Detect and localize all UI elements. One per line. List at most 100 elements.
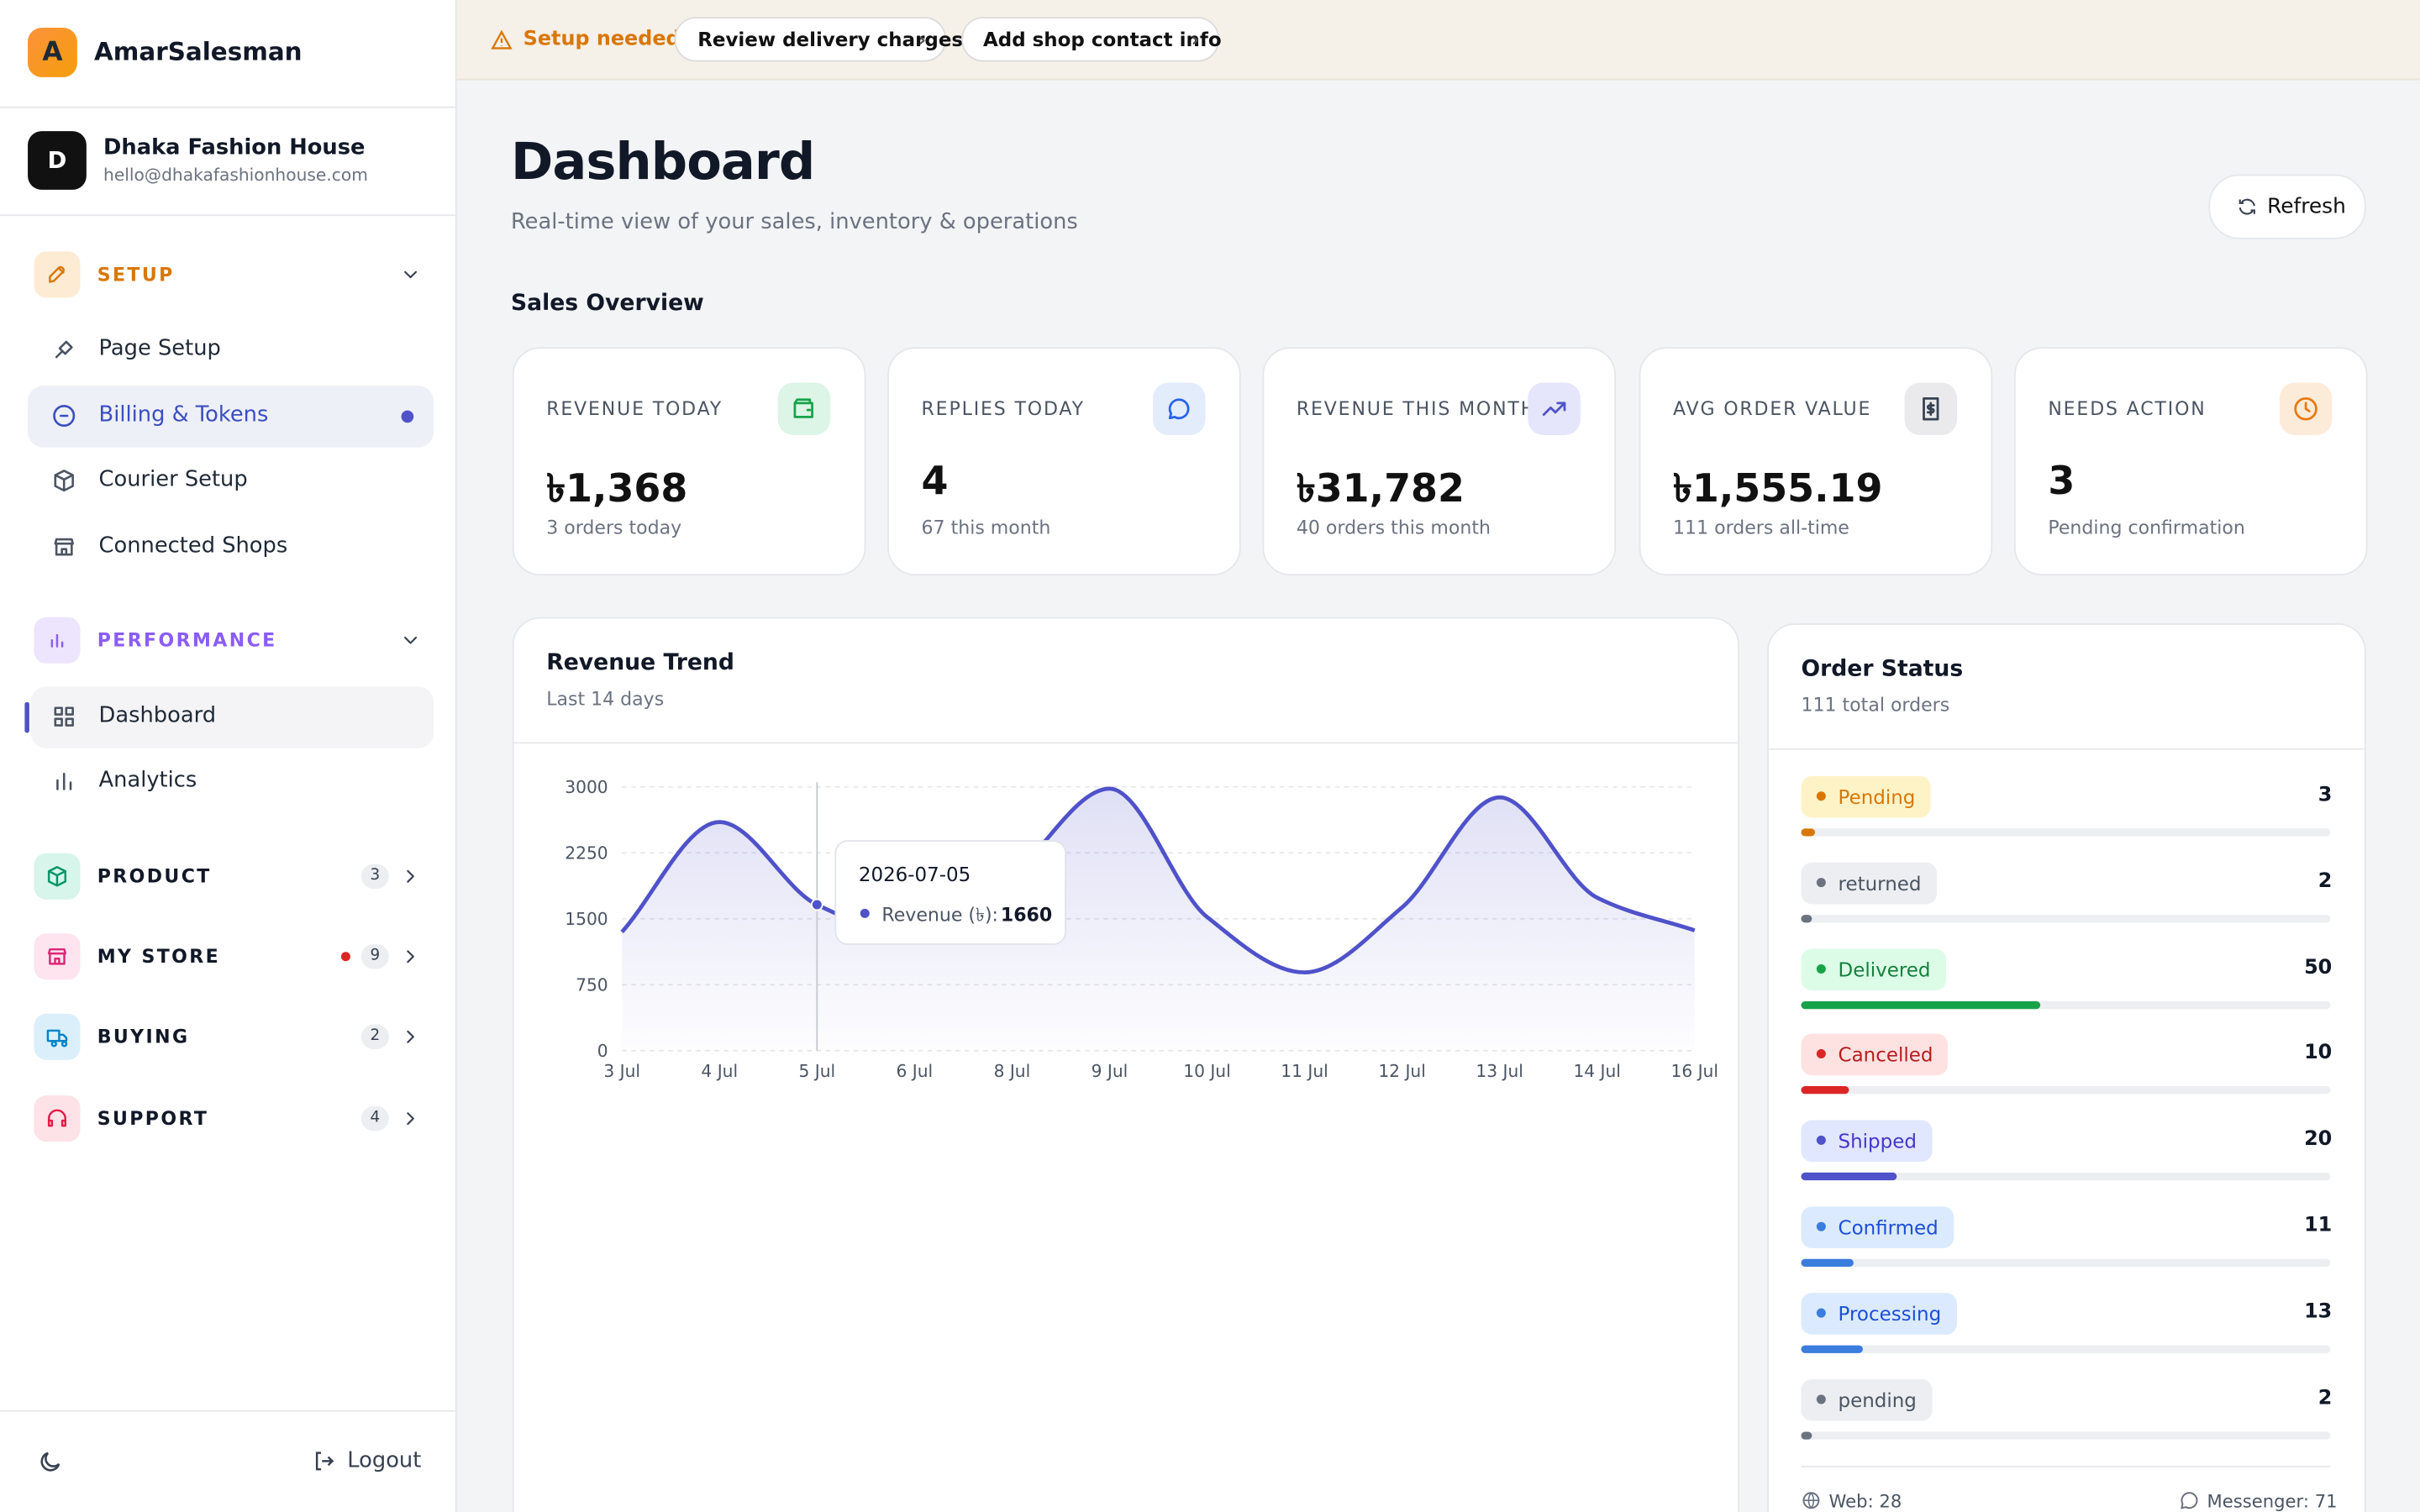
tooltip-swatch (860, 908, 870, 918)
banner-action[interactable]: Add shop contact info › (961, 17, 1222, 62)
theme-toggle[interactable] (37, 1449, 63, 1475)
shop-avatar: D (28, 131, 87, 190)
status-track (1801, 1086, 2331, 1095)
status-bar (1801, 1086, 1849, 1095)
status-pill: pending (1801, 1378, 1933, 1420)
kpi-label: AVG ORDER VALUE (1673, 397, 1872, 420)
action-text: Review delivery charges (697, 28, 964, 51)
x-tick-label: 9 Jul (1092, 1061, 1128, 1081)
status-label: pending (1838, 1388, 1917, 1411)
group-title[interactable]: PERFORMANCE (97, 629, 277, 652)
kpi-note: 111 orders all-time (1673, 517, 1849, 539)
banner-action[interactable]: Review delivery charges › (674, 17, 963, 62)
icon-shape (47, 866, 66, 887)
status-count: 20 (2304, 1127, 2333, 1152)
warning-icon (491, 29, 513, 50)
kpi-icon-box (777, 382, 831, 435)
status-bar (1801, 1345, 1864, 1353)
divider (513, 742, 1739, 744)
icon-shape (793, 398, 813, 418)
section-title[interactable]: MY STORE (97, 945, 221, 968)
status-pill: Delivered (1801, 948, 1946, 990)
status-label: returned (1838, 871, 1922, 895)
section-title[interactable]: SUPPORT (97, 1107, 209, 1130)
banner-label: Setup needed: (523, 28, 689, 51)
kpi-icon-box (1153, 382, 1206, 435)
refresh-button[interactable]: Refresh (2208, 174, 2366, 239)
status-count: 3 (2317, 784, 2333, 807)
page-subtitle: Real-time view of your sales, inventory … (510, 209, 1078, 235)
group-icon (50, 633, 64, 648)
icon-shape (53, 404, 76, 428)
web-icon (1802, 1492, 1820, 1509)
divider (1801, 1465, 2331, 1467)
status-track (1801, 828, 2331, 837)
divider (0, 214, 455, 217)
icon-shape (407, 1030, 414, 1043)
chevron: › (918, 28, 927, 51)
icon-shape (1168, 398, 1190, 420)
messenger-count: Messenger: 71 (2207, 1490, 2338, 1512)
icon-shape (2294, 396, 2317, 421)
icon-shape (404, 636, 418, 644)
hover-point (810, 898, 823, 911)
kpi-card: AVG ORDER VALUE ৳1,555.19 111 orders all-t… (1639, 347, 1993, 576)
status-count: 11 (2304, 1214, 2333, 1238)
nav-icon (54, 706, 74, 727)
section-title[interactable]: BUYING (97, 1026, 190, 1048)
chevron-right (407, 1030, 414, 1043)
icon-shape (54, 538, 74, 556)
nav-item[interactable]: Connected Shops (98, 533, 288, 559)
nav-item[interactable]: Dashboard (98, 703, 217, 728)
x-tick-label: 8 Jul (994, 1061, 1031, 1081)
group-icon-box (34, 251, 81, 298)
kpi-icon-box (1528, 382, 1581, 435)
status-count: 2 (2317, 1386, 2333, 1410)
tooltip-box (834, 840, 1066, 946)
icon-shape (50, 633, 64, 648)
icon-shape (407, 950, 414, 963)
status-label: Processing (1838, 1301, 1942, 1326)
x-tick-label: 4 Jul (701, 1061, 738, 1081)
status-dot (1816, 877, 1826, 887)
status-track (1801, 1000, 2331, 1009)
y-tick-label: 1500 (565, 909, 608, 929)
status-count: 13 (2304, 1299, 2333, 1324)
x-tick-label: 11 Jul (1281, 1061, 1328, 1081)
section-icon (47, 866, 66, 887)
nav-item[interactable]: Page Setup (98, 336, 221, 361)
chevron-down (404, 636, 418, 644)
icon-shape (56, 772, 72, 790)
group-title[interactable]: SETUP (97, 264, 175, 286)
status-bar (1801, 1173, 1897, 1181)
icon-shape (407, 869, 414, 883)
x-tick-label: 10 Jul (1183, 1061, 1230, 1081)
chevron-right (407, 1112, 414, 1126)
kpi-icon (1542, 402, 1566, 417)
setup-banner: Setup needed: Review delivery charges › A… (456, 0, 2420, 81)
logout[interactable]: Logout (347, 1448, 422, 1474)
status-pill: Pending (1801, 775, 1931, 818)
status-dot (1816, 791, 1826, 801)
action-text: Add shop contact info (983, 28, 1222, 51)
shop-name: Dhaka Fashion House (103, 135, 366, 161)
icon-shape (407, 1112, 414, 1126)
status-subtitle: 111 total orders (1801, 694, 1950, 717)
status-track (1801, 1345, 2331, 1353)
status-track (1801, 1258, 2331, 1267)
section-icon-box (34, 1095, 81, 1142)
status-bar (1801, 1258, 1854, 1267)
revenue-area (622, 788, 1695, 1051)
status-title: Order Status (1801, 657, 1964, 682)
y-tick-label: 750 (576, 975, 608, 995)
nav-item[interactable]: Analytics (98, 768, 197, 794)
revenue-card: Revenue Trend Last 14 days (512, 617, 1740, 1512)
status-track (1801, 914, 2331, 922)
status-dot (1816, 963, 1826, 974)
group-icon (49, 265, 65, 283)
section-badge: 2 (360, 1024, 389, 1049)
nav-item[interactable]: Courier Setup (98, 467, 248, 492)
nav-item[interactable]: Billing & Tokens (98, 402, 269, 428)
section-title[interactable]: PRODUCT (97, 865, 212, 888)
